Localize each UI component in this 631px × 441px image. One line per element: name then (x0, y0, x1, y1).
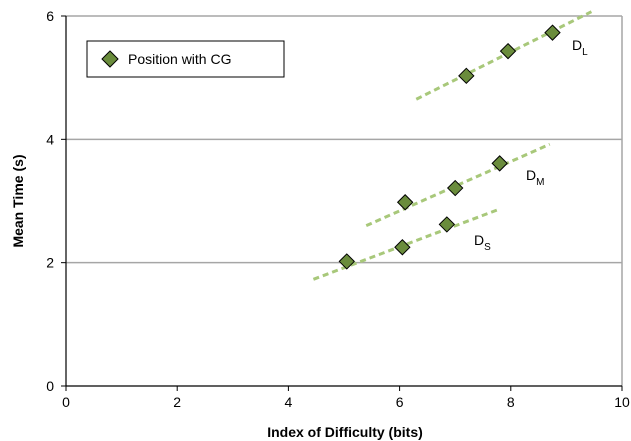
x-tick-label: 8 (507, 394, 515, 410)
data-point (491, 155, 508, 172)
data-point (394, 239, 411, 256)
legend-label: Position with CG (128, 51, 231, 67)
x-tick-label: 4 (285, 394, 293, 410)
x-tick-label: 6 (396, 394, 404, 410)
data-point (544, 24, 561, 41)
y-tick-label: 2 (46, 255, 54, 271)
data-points (338, 24, 561, 270)
x-tick-label: 0 (62, 394, 70, 410)
data-point (338, 253, 355, 270)
trendline-label-l: DL (572, 37, 588, 58)
trendline-s (312, 207, 501, 281)
series-labels: DS DM DL (474, 37, 588, 253)
axes: 0 2 4 6 8 10 0 2 4 6 (46, 8, 630, 410)
trendline-label-m: DM (526, 167, 544, 188)
legend-marker (101, 50, 119, 68)
y-axis-title: Mean Time (s) (10, 154, 26, 247)
trendlines (312, 10, 593, 281)
data-point (458, 67, 475, 85)
data-point (446, 179, 464, 197)
trendline-l (415, 10, 593, 101)
legend: Position with CG (86, 40, 285, 78)
data-point (438, 216, 456, 233)
x-tick-label: 10 (614, 394, 630, 410)
trendline-label-s: DS (474, 232, 491, 253)
data-point (396, 194, 414, 211)
legend-box (86, 40, 285, 78)
y-tick-label: 0 (46, 378, 54, 394)
y-tick-label: 6 (46, 8, 54, 24)
x-axis-title: Index of Difficulty (bits) (267, 424, 423, 440)
y-tick-label: 4 (46, 131, 54, 147)
data-point (499, 42, 517, 60)
x-tick-label: 2 (173, 394, 181, 410)
